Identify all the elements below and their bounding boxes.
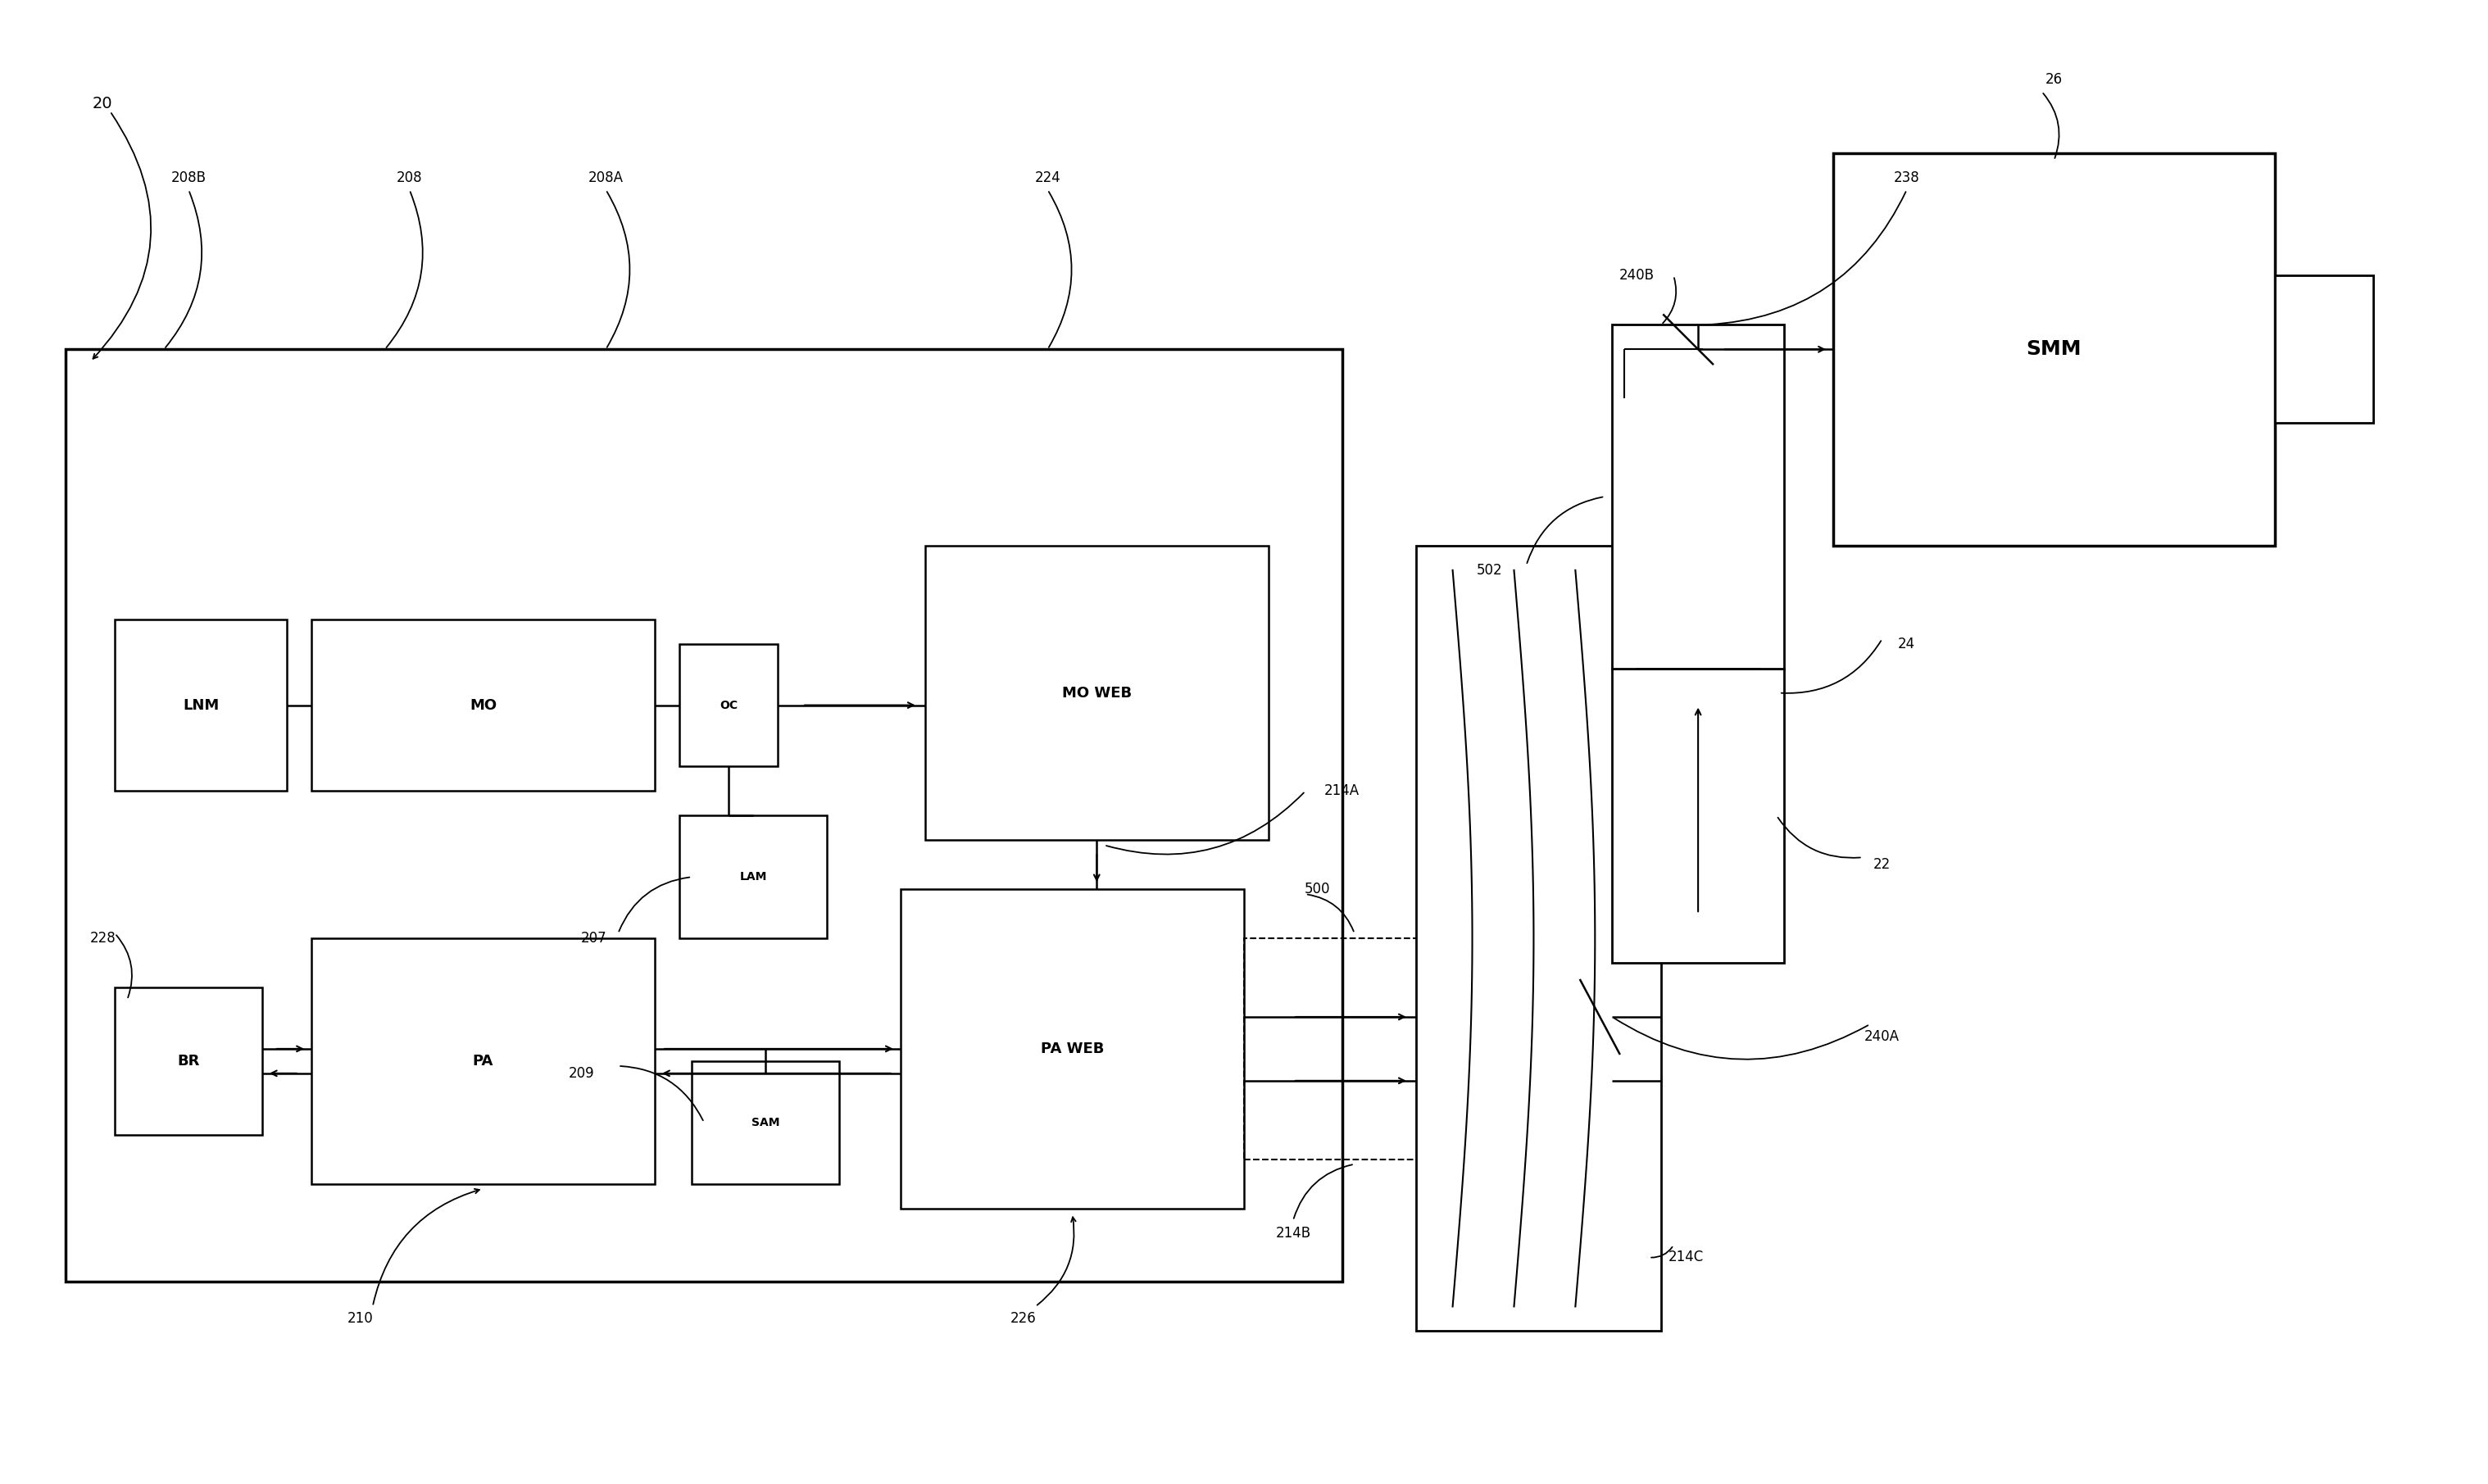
Text: SAM: SAM	[751, 1116, 779, 1128]
Text: 208: 208	[396, 171, 423, 186]
Text: MO: MO	[470, 697, 498, 712]
Text: 24: 24	[1898, 637, 1916, 651]
Text: 209: 209	[567, 1066, 595, 1080]
Text: 214A: 214A	[1324, 784, 1361, 798]
Text: 502: 502	[1475, 562, 1503, 577]
Text: 208B: 208B	[172, 171, 207, 186]
Text: 207: 207	[580, 930, 607, 945]
Text: LNM: LNM	[182, 697, 219, 712]
Text: 228: 228	[90, 930, 114, 945]
Text: 226: 226	[1010, 1312, 1035, 1327]
Bar	[926, 546, 1269, 840]
Text: 20: 20	[92, 96, 112, 111]
Bar	[114, 987, 261, 1135]
Text: 500: 500	[1304, 881, 1331, 896]
Bar	[901, 889, 1244, 1208]
Bar	[1612, 325, 1784, 668]
Text: 26: 26	[2045, 71, 2063, 86]
Bar	[1416, 546, 1662, 1331]
Text: SMM: SMM	[2025, 340, 2082, 359]
Bar	[311, 619, 654, 791]
Bar	[679, 644, 779, 767]
Text: 22: 22	[1873, 858, 1891, 873]
Text: 238: 238	[1893, 171, 1921, 186]
Bar	[311, 938, 654, 1184]
Bar	[1244, 938, 1465, 1159]
Text: PA: PA	[473, 1054, 493, 1068]
Text: OC: OC	[719, 699, 736, 711]
Text: 208A: 208A	[587, 171, 624, 186]
Bar	[692, 1061, 838, 1184]
Text: 214B: 214B	[1276, 1226, 1311, 1241]
Text: 224: 224	[1035, 171, 1060, 186]
Bar	[65, 349, 1341, 1282]
Text: 210: 210	[348, 1312, 373, 1327]
Text: MO WEB: MO WEB	[1062, 686, 1132, 700]
Text: LAM: LAM	[739, 871, 766, 883]
Bar	[679, 816, 826, 938]
Text: PA WEB: PA WEB	[1040, 1042, 1105, 1057]
Bar	[1612, 668, 1784, 963]
Bar	[1834, 153, 2274, 546]
Text: 240B: 240B	[1620, 269, 1655, 283]
Text: BR: BR	[177, 1054, 199, 1068]
Text: 214C: 214C	[1667, 1250, 1704, 1264]
Bar	[2274, 276, 2374, 423]
Text: 240A: 240A	[1864, 1028, 1901, 1043]
Bar	[114, 619, 286, 791]
